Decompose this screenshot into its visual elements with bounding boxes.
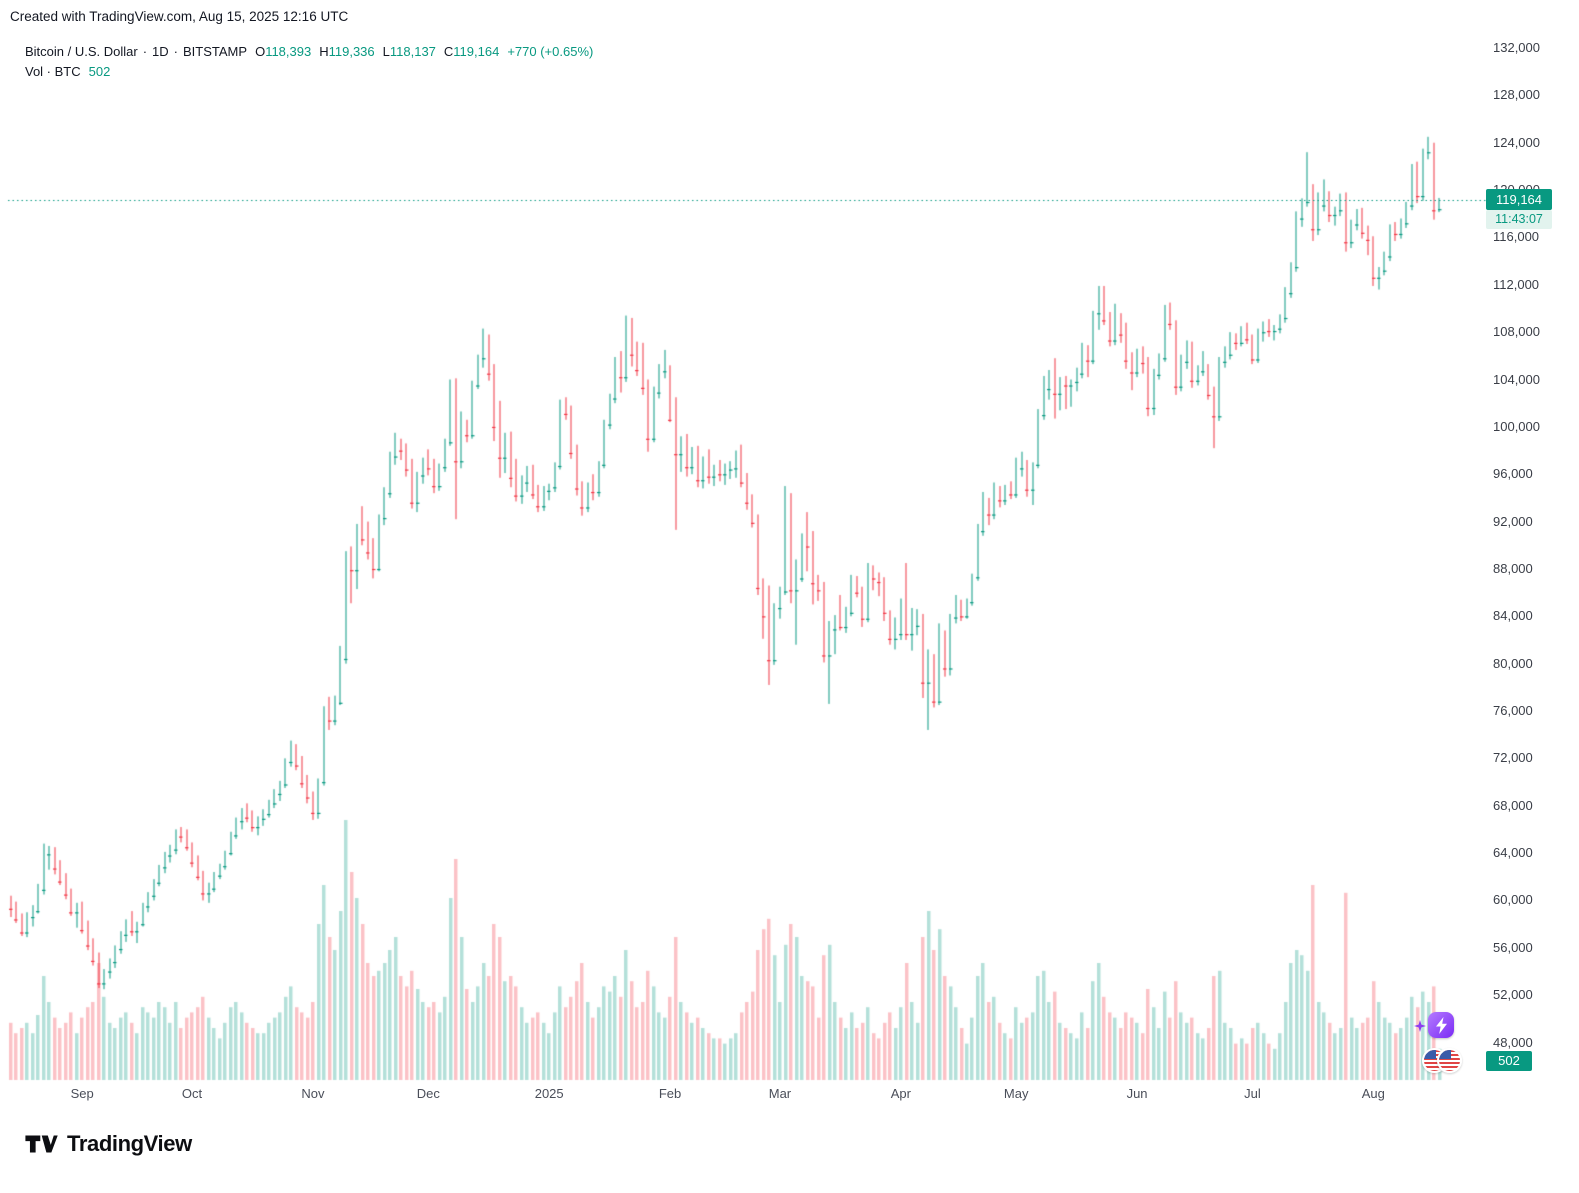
- ohlc-close: C119,164: [444, 44, 499, 59]
- high-label: H: [319, 44, 329, 59]
- economic-event-flags[interactable]: [1422, 1046, 1466, 1073]
- time-tick-label: Jul: [1244, 1086, 1261, 1101]
- legend-main-row: Bitcoin / U.S. Dollar · 1D · BITSTAMP O1…: [25, 44, 593, 64]
- volume-value: 502: [88, 64, 111, 79]
- close-value: 119,164: [453, 44, 500, 59]
- volume-axis-badge: 502: [1486, 1051, 1532, 1071]
- price-tick-label: 52,000: [1493, 987, 1533, 1003]
- watermark: Created with TradingView.com, Aug 15, 20…: [10, 9, 349, 24]
- price-tick-label: 60,000: [1493, 892, 1533, 908]
- legend-separator: ·: [142, 44, 148, 59]
- chart-legend: Bitcoin / U.S. Dollar · 1D · BITSTAMP O1…: [25, 44, 593, 84]
- time-tick-label: Aug: [1361, 1086, 1385, 1101]
- price-tick-label: 80,000: [1493, 655, 1533, 671]
- price-tick-label: 112,000: [1493, 276, 1540, 292]
- price-tick-label: 108,000: [1493, 324, 1540, 340]
- price-tick-label: 132,000: [1493, 40, 1540, 55]
- legend-separator: ·: [173, 44, 179, 59]
- price-tick-label: 76,000: [1493, 703, 1533, 718]
- price-tick-label: 100,000: [1493, 418, 1540, 434]
- price-tick-label: 68,000: [1493, 797, 1533, 813]
- time-tick-label: May: [1003, 1086, 1029, 1101]
- time-tick-label: Apr: [890, 1086, 911, 1101]
- bar-countdown-badge: 11:43:07: [1486, 210, 1552, 230]
- price-tick-label: 116,000: [1493, 229, 1540, 245]
- time-tick-label: Nov: [301, 1086, 325, 1101]
- us-flag-event-icon: [1437, 1048, 1462, 1073]
- open-value: 118,393: [265, 44, 312, 59]
- time-tick-label: Jun: [1126, 1086, 1148, 1101]
- time-tick-label: Oct: [181, 1086, 203, 1101]
- time-tick-label: Dec: [416, 1086, 440, 1101]
- lightning-bolt-icon: [1435, 1016, 1447, 1034]
- price-tick-label: 64,000: [1493, 845, 1533, 861]
- time-tick-label: 2025: [534, 1086, 564, 1101]
- interval-label[interactable]: 1D: [152, 44, 169, 59]
- symbol-name[interactable]: Bitcoin / U.S. Dollar: [25, 44, 138, 59]
- price-tick-label: 92,000: [1493, 513, 1533, 529]
- tradingview-logo-text: TradingView: [67, 1131, 192, 1156]
- time-tick-label: Sep: [70, 1086, 94, 1101]
- volume-label: Vol · BTC: [25, 64, 81, 79]
- exchange-label[interactable]: BITSTAMP: [183, 44, 248, 59]
- ohlc-high: H119,336: [319, 44, 374, 59]
- low-label: L: [382, 44, 390, 59]
- tradingview-logo-icon: [25, 1135, 58, 1153]
- price-tick-label: 128,000: [1493, 87, 1540, 103]
- open-label: O: [255, 44, 266, 59]
- price-tick-label: 48,000: [1493, 1034, 1533, 1050]
- sparkle-icon: [1414, 1020, 1426, 1032]
- ohlc-low: L118,137: [383, 44, 436, 59]
- change-value: +770 (+0.65%): [507, 44, 594, 59]
- price-tick-label: 124,000: [1493, 134, 1540, 150]
- price-tick-label: 88,000: [1493, 560, 1533, 576]
- price-tick-label: 84,000: [1493, 608, 1533, 624]
- close-label: C: [443, 44, 454, 59]
- tradingview-logo[interactable]: TradingView: [24, 1130, 192, 1158]
- lightning-badge-icon[interactable]: [1428, 1012, 1454, 1038]
- price-tick-label: 96,000: [1493, 466, 1533, 482]
- ohlc-open: O118,393: [255, 44, 311, 59]
- low-value: 118,137: [389, 44, 436, 59]
- time-tick-label: Feb: [658, 1086, 682, 1101]
- last-price-badge: 119,164: [1486, 189, 1552, 211]
- event-marker-cluster: [1408, 1008, 1488, 1080]
- price-tick-label: 72,000: [1493, 750, 1533, 766]
- time-tick-label: Mar: [768, 1086, 792, 1101]
- price-tick-label: 104,000: [1493, 371, 1540, 387]
- legend-volume-row: Vol · BTC 502: [25, 64, 593, 84]
- high-value: 119,336: [328, 44, 375, 59]
- price-tick-label: 56,000: [1493, 939, 1533, 955]
